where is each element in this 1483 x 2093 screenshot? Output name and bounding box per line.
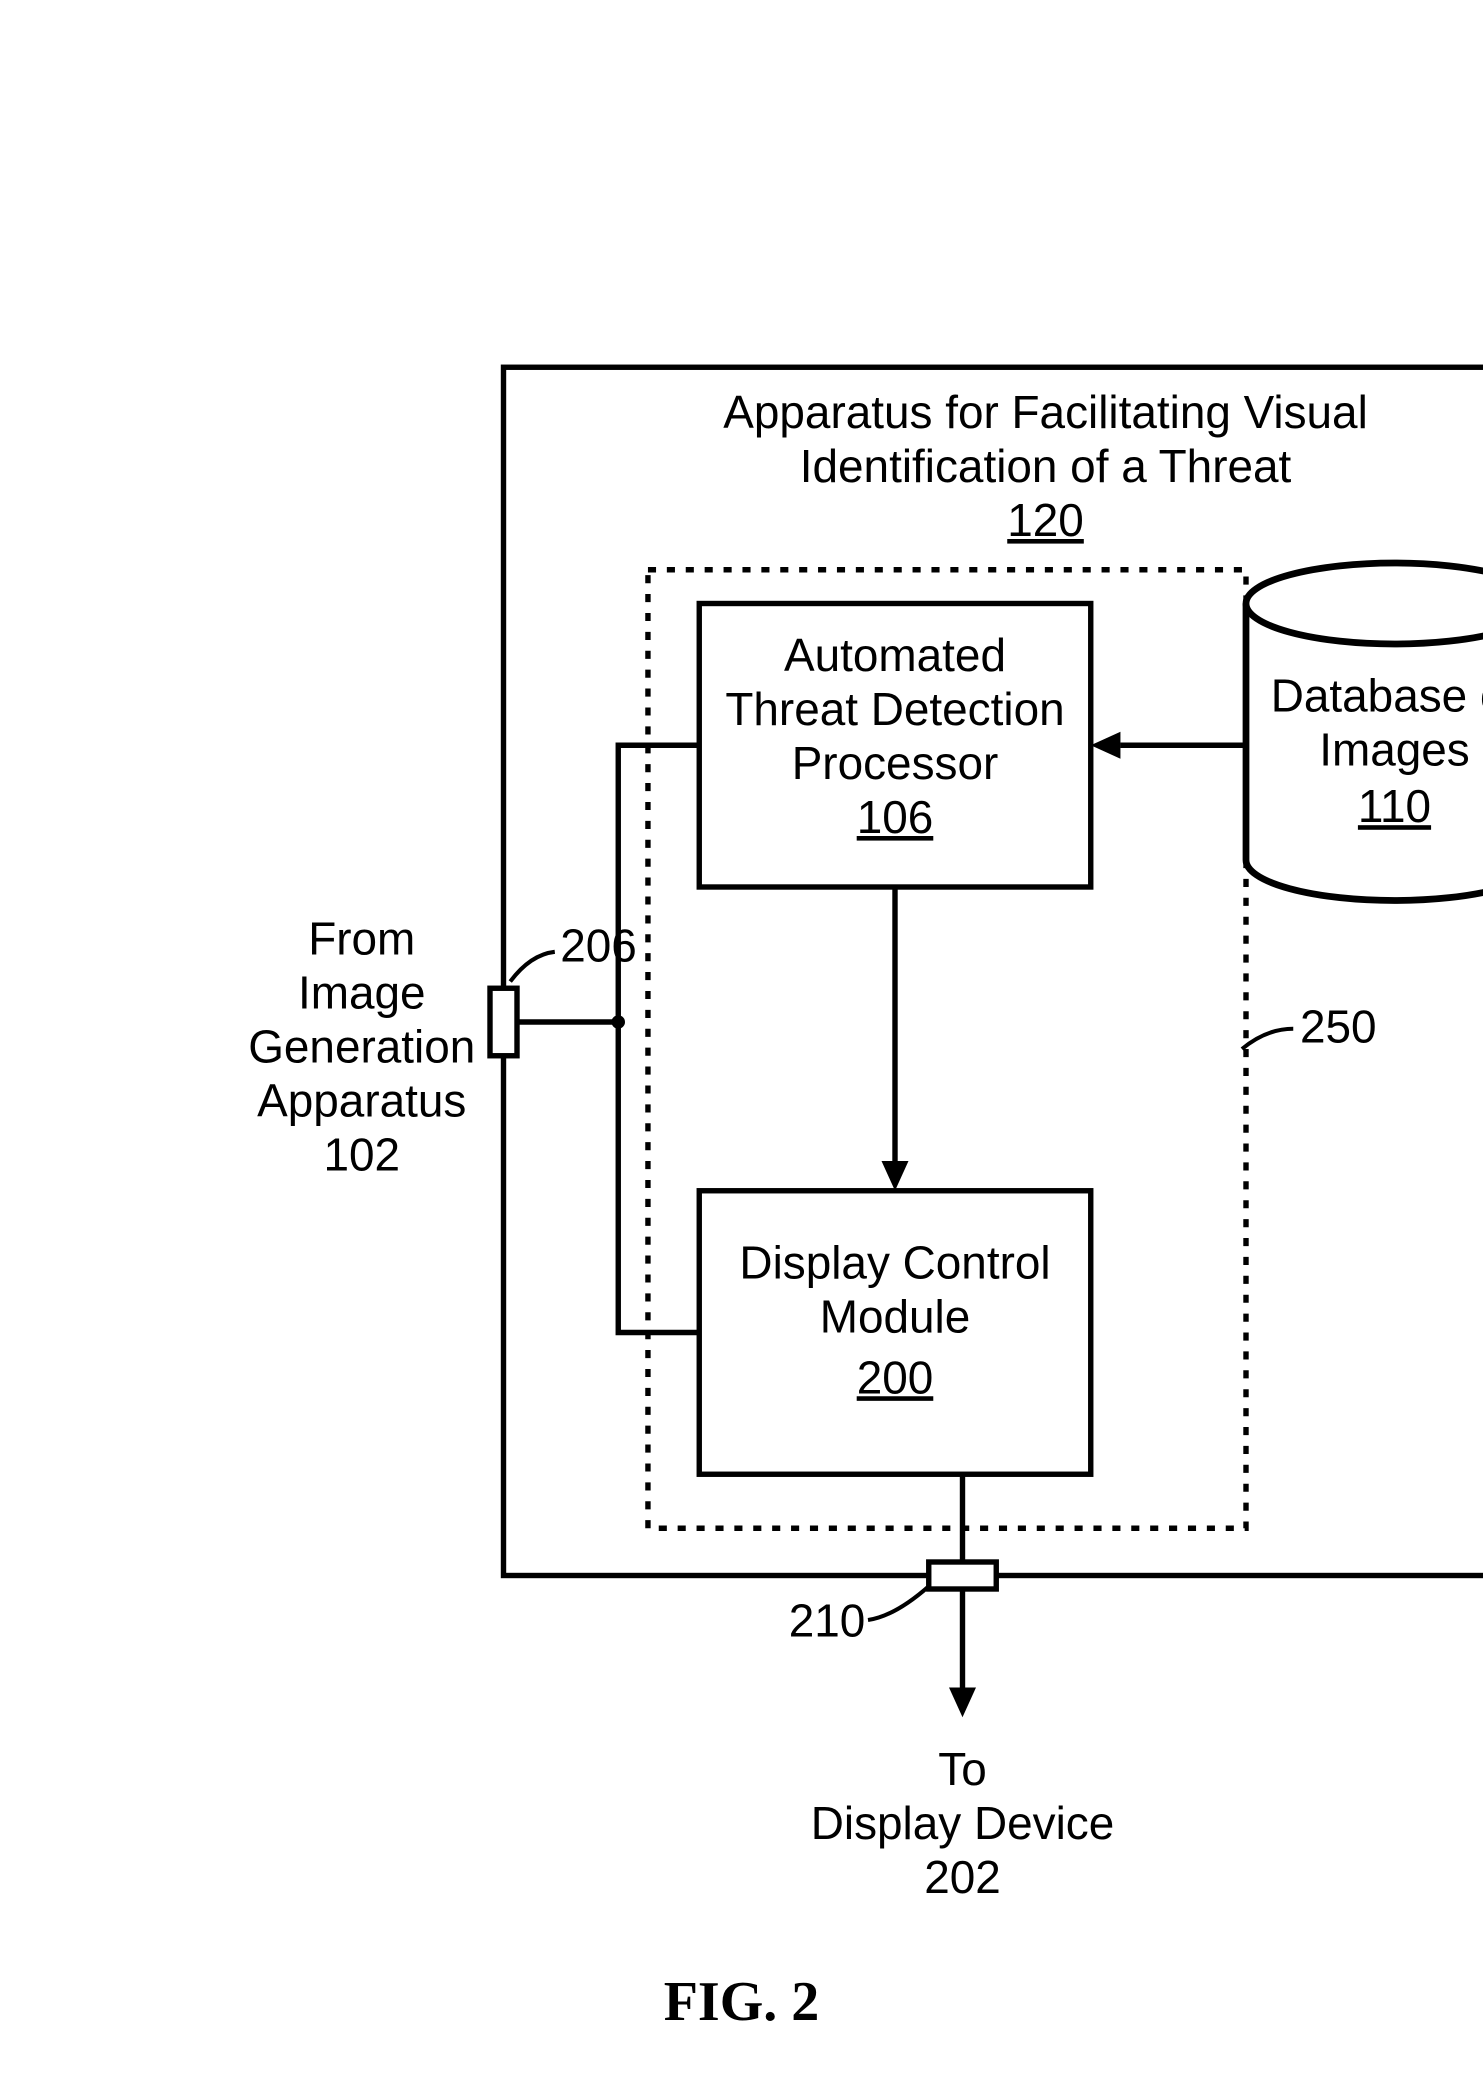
ref-210: 210: [789, 1594, 866, 1646]
output-label-ref: 202: [924, 1851, 1001, 1903]
processor-label-line1: Automated: [784, 629, 1006, 681]
output-label-line1: To: [938, 1743, 986, 1795]
input-label-line3: Generation: [248, 1020, 475, 1072]
display-label-line1: Display Control: [739, 1237, 1050, 1289]
arrowhead-processor-to-display: [882, 1161, 909, 1191]
database-label-line2: Images: [1319, 724, 1470, 776]
output-port: [929, 1562, 997, 1589]
outer-title-line2: Identification of a Threat: [800, 440, 1292, 492]
output-label-line2: Display Device: [811, 1797, 1115, 1849]
processor-label-line2: Threat Detection: [725, 683, 1064, 735]
leader-206: [510, 952, 555, 982]
arrowhead-database-to-processor: [1091, 732, 1121, 759]
input-label-ref: 102: [323, 1129, 400, 1181]
database-ref: 110: [1358, 780, 1431, 832]
input-wire: [517, 745, 699, 1332]
arrowhead-output_port-to-external: [949, 1688, 976, 1718]
input-label-line1: From: [308, 913, 415, 965]
leader-210: [868, 1586, 929, 1620]
input-label-line4: Apparatus: [257, 1075, 466, 1127]
ref-206: 206: [560, 919, 637, 971]
display-ref: 200: [857, 1351, 934, 1403]
display-label-line2: Module: [820, 1291, 971, 1343]
processor-ref: 106: [857, 791, 934, 843]
input-label-line2: Image: [298, 967, 426, 1019]
ref-250: 250: [1300, 1000, 1377, 1052]
database-label-line1: Database of: [1271, 670, 1483, 722]
outer-ref: 120: [1007, 494, 1084, 546]
wire-junction-node: [612, 1015, 626, 1029]
figure-caption: FIG. 2: [664, 1971, 820, 2033]
input-port: [490, 988, 517, 1056]
outer-title-line1: Apparatus for Facilitating Visual: [723, 386, 1368, 438]
leader-250: [1242, 1029, 1293, 1049]
processor-label-line3: Processor: [792, 737, 999, 789]
